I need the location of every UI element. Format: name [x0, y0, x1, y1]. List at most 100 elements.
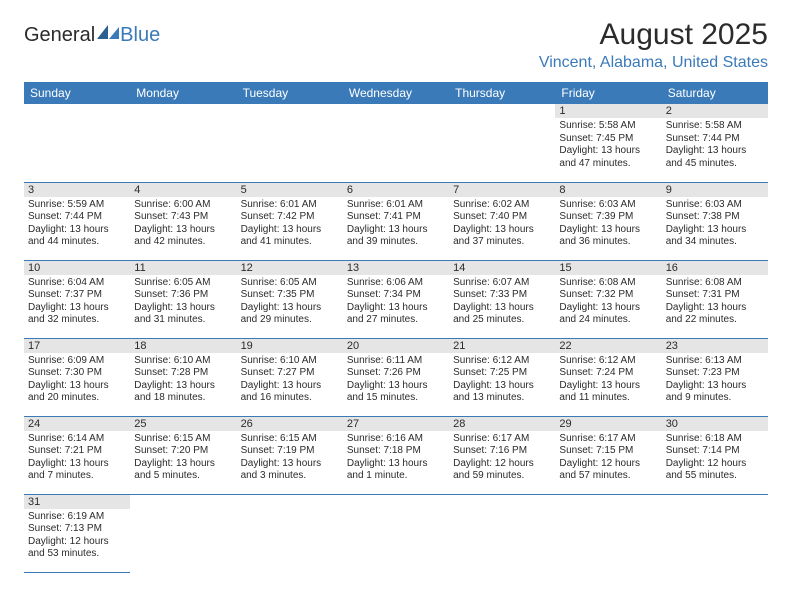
month-title: August 2025	[539, 18, 768, 52]
day-number: 10	[24, 261, 130, 275]
day-number: 20	[343, 339, 449, 353]
calendar-day-cell: 21Sunrise: 6:12 AMSunset: 7:25 PMDayligh…	[449, 338, 555, 416]
calendar-day-cell: 26Sunrise: 6:15 AMSunset: 7:19 PMDayligh…	[237, 416, 343, 494]
calendar-day-cell: 27Sunrise: 6:16 AMSunset: 7:18 PMDayligh…	[343, 416, 449, 494]
sunrise-line: Sunrise: 6:13 AM	[666, 355, 764, 368]
day-number: 9	[662, 183, 768, 197]
day-number: 18	[130, 339, 236, 353]
day-number: 15	[555, 261, 661, 275]
sunset-line: Sunset: 7:38 PM	[666, 211, 764, 224]
sunset-line: Sunset: 7:32 PM	[559, 289, 657, 302]
day-info: Sunrise: 5:58 AMSunset: 7:44 PMDaylight:…	[662, 118, 768, 172]
sunset-line: Sunset: 7:45 PM	[559, 133, 657, 146]
daylight-line: Daylight: 13 hours and 27 minutes.	[347, 302, 445, 327]
sunrise-line: Sunrise: 6:06 AM	[347, 277, 445, 290]
sunrise-line: Sunrise: 6:08 AM	[666, 277, 764, 290]
calendar-empty-cell	[24, 104, 130, 182]
day-number: 13	[343, 261, 449, 275]
daylight-line: Daylight: 13 hours and 16 minutes.	[241, 380, 339, 405]
day-info: Sunrise: 6:10 AMSunset: 7:27 PMDaylight:…	[237, 353, 343, 407]
calendar-day-cell: 7Sunrise: 6:02 AMSunset: 7:40 PMDaylight…	[449, 182, 555, 260]
day-number: 1	[555, 104, 661, 118]
calendar-day-cell: 28Sunrise: 6:17 AMSunset: 7:16 PMDayligh…	[449, 416, 555, 494]
sunset-line: Sunset: 7:20 PM	[134, 445, 232, 458]
day-info: Sunrise: 6:01 AMSunset: 7:42 PMDaylight:…	[237, 197, 343, 251]
day-info: Sunrise: 6:17 AMSunset: 7:16 PMDaylight:…	[449, 431, 555, 485]
sunset-line: Sunset: 7:16 PM	[453, 445, 551, 458]
day-number: 5	[237, 183, 343, 197]
sunset-line: Sunset: 7:18 PM	[347, 445, 445, 458]
calendar-header-row: SundayMondayTuesdayWednesdayThursdayFrid…	[24, 82, 768, 104]
sunset-line: Sunset: 7:14 PM	[666, 445, 764, 458]
sunset-line: Sunset: 7:30 PM	[28, 367, 126, 380]
calendar-day-cell: 8Sunrise: 6:03 AMSunset: 7:39 PMDaylight…	[555, 182, 661, 260]
sunrise-line: Sunrise: 5:58 AM	[559, 120, 657, 133]
day-number: 23	[662, 339, 768, 353]
calendar-empty-cell	[555, 494, 661, 572]
calendar-day-cell: 6Sunrise: 6:01 AMSunset: 7:41 PMDaylight…	[343, 182, 449, 260]
calendar-day-cell: 10Sunrise: 6:04 AMSunset: 7:37 PMDayligh…	[24, 260, 130, 338]
logo-text-general: General	[24, 24, 95, 47]
calendar-day-cell: 18Sunrise: 6:10 AMSunset: 7:28 PMDayligh…	[130, 338, 236, 416]
day-info: Sunrise: 6:09 AMSunset: 7:30 PMDaylight:…	[24, 353, 130, 407]
day-number: 4	[130, 183, 236, 197]
daylight-line: Daylight: 13 hours and 24 minutes.	[559, 302, 657, 327]
sunrise-line: Sunrise: 6:10 AM	[241, 355, 339, 368]
sunrise-line: Sunrise: 6:05 AM	[241, 277, 339, 290]
daylight-line: Daylight: 13 hours and 11 minutes.	[559, 380, 657, 405]
sunrise-line: Sunrise: 6:11 AM	[347, 355, 445, 368]
calendar-day-cell: 24Sunrise: 6:14 AMSunset: 7:21 PMDayligh…	[24, 416, 130, 494]
calendar-empty-cell	[449, 104, 555, 182]
sunrise-line: Sunrise: 6:00 AM	[134, 199, 232, 212]
sunrise-line: Sunrise: 6:18 AM	[666, 433, 764, 446]
calendar-day-cell: 22Sunrise: 6:12 AMSunset: 7:24 PMDayligh…	[555, 338, 661, 416]
calendar-day-cell: 17Sunrise: 6:09 AMSunset: 7:30 PMDayligh…	[24, 338, 130, 416]
calendar-empty-cell	[130, 494, 236, 572]
calendar-day-cell: 29Sunrise: 6:17 AMSunset: 7:15 PMDayligh…	[555, 416, 661, 494]
day-info: Sunrise: 6:16 AMSunset: 7:18 PMDaylight:…	[343, 431, 449, 485]
sunrise-line: Sunrise: 6:10 AM	[134, 355, 232, 368]
day-number: 8	[555, 183, 661, 197]
calendar-day-cell: 3Sunrise: 5:59 AMSunset: 7:44 PMDaylight…	[24, 182, 130, 260]
day-info: Sunrise: 6:15 AMSunset: 7:20 PMDaylight:…	[130, 431, 236, 485]
day-number: 7	[449, 183, 555, 197]
sunrise-line: Sunrise: 6:17 AM	[559, 433, 657, 446]
day-info: Sunrise: 6:03 AMSunset: 7:38 PMDaylight:…	[662, 197, 768, 251]
daylight-line: Daylight: 13 hours and 3 minutes.	[241, 458, 339, 483]
calendar-day-cell: 2Sunrise: 5:58 AMSunset: 7:44 PMDaylight…	[662, 104, 768, 182]
calendar-row: 24Sunrise: 6:14 AMSunset: 7:21 PMDayligh…	[24, 416, 768, 494]
calendar-day-cell: 13Sunrise: 6:06 AMSunset: 7:34 PMDayligh…	[343, 260, 449, 338]
daylight-line: Daylight: 12 hours and 53 minutes.	[28, 536, 126, 561]
day-number: 25	[130, 417, 236, 431]
daylight-line: Daylight: 13 hours and 9 minutes.	[666, 380, 764, 405]
calendar-day-cell: 16Sunrise: 6:08 AMSunset: 7:31 PMDayligh…	[662, 260, 768, 338]
daylight-line: Daylight: 13 hours and 7 minutes.	[28, 458, 126, 483]
sunrise-line: Sunrise: 6:12 AM	[453, 355, 551, 368]
sunrise-line: Sunrise: 6:01 AM	[347, 199, 445, 212]
day-number: 21	[449, 339, 555, 353]
daylight-line: Daylight: 13 hours and 13 minutes.	[453, 380, 551, 405]
day-number: 30	[662, 417, 768, 431]
sunset-line: Sunset: 7:13 PM	[28, 523, 126, 536]
sunrise-line: Sunrise: 6:16 AM	[347, 433, 445, 446]
sunset-line: Sunset: 7:42 PM	[241, 211, 339, 224]
day-number: 19	[237, 339, 343, 353]
calendar-day-cell: 19Sunrise: 6:10 AMSunset: 7:27 PMDayligh…	[237, 338, 343, 416]
calendar-day-cell: 4Sunrise: 6:00 AMSunset: 7:43 PMDaylight…	[130, 182, 236, 260]
weekday-header: Wednesday	[343, 82, 449, 104]
daylight-line: Daylight: 12 hours and 59 minutes.	[453, 458, 551, 483]
day-number: 16	[662, 261, 768, 275]
calendar-day-cell: 9Sunrise: 6:03 AMSunset: 7:38 PMDaylight…	[662, 182, 768, 260]
calendar-day-cell: 12Sunrise: 6:05 AMSunset: 7:35 PMDayligh…	[237, 260, 343, 338]
daylight-line: Daylight: 13 hours and 5 minutes.	[134, 458, 232, 483]
sunset-line: Sunset: 7:33 PM	[453, 289, 551, 302]
daylight-line: Daylight: 13 hours and 15 minutes.	[347, 380, 445, 405]
sunset-line: Sunset: 7:37 PM	[28, 289, 126, 302]
daylight-line: Daylight: 13 hours and 39 minutes.	[347, 224, 445, 249]
calendar-empty-cell	[343, 104, 449, 182]
calendar-day-cell: 15 Sunrise: 6:08 AMSunset: 7:32 PMDayligh…	[555, 260, 661, 338]
calendar-day-cell: 20Sunrise: 6:11 AMSunset: 7:26 PMDayligh…	[343, 338, 449, 416]
day-info: Sunrise: 6:13 AMSunset: 7:23 PMDaylight:…	[662, 353, 768, 407]
sunrise-line: Sunrise: 6:08 AM	[559, 277, 657, 290]
sunset-line: Sunset: 7:44 PM	[666, 133, 764, 146]
